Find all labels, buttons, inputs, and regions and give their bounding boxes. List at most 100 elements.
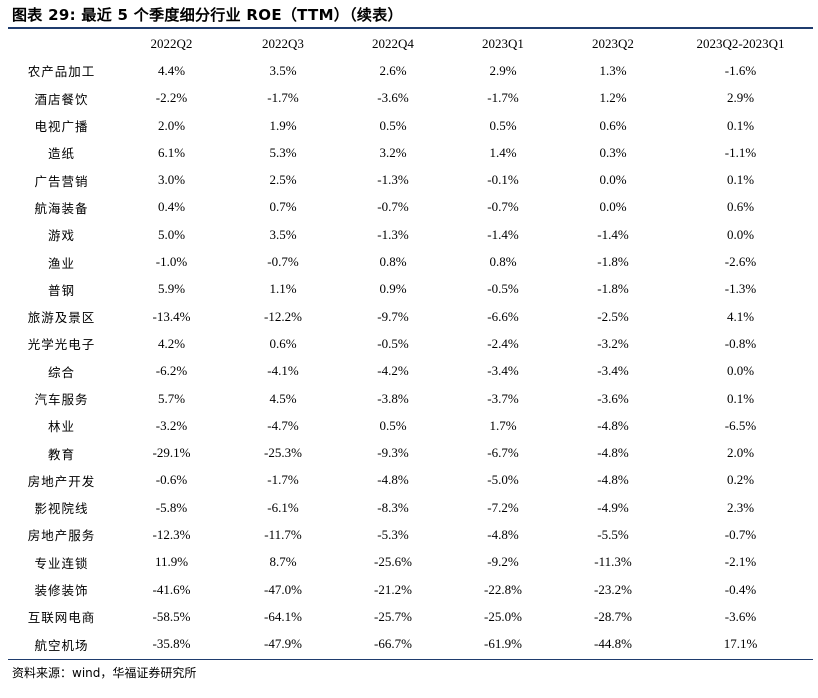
table-row: 航海装备 0.4% 0.7% -0.7% -0.7% 0.0% 0.6% xyxy=(8,194,813,221)
industry-name: 游戏 xyxy=(47,228,75,244)
industry-name: 房地产开发 xyxy=(27,473,96,489)
roe-value: -0.5% xyxy=(377,335,409,351)
roe-value: -3.2% xyxy=(155,417,188,433)
table-row: 综合 -6.2% -4.1% -4.2% -3.4% -3.4% 0.0% xyxy=(8,358,813,385)
roe-value: 8.7% xyxy=(269,554,297,570)
roe-value: 1.3% xyxy=(599,62,627,78)
roe-value: -47.0% xyxy=(264,581,302,597)
roe-value: 2.5% xyxy=(269,172,297,188)
roe-value: -6.7% xyxy=(487,445,519,461)
roe-value: 0.8% xyxy=(379,254,407,270)
roe-value: 4.1% xyxy=(726,308,755,324)
roe-value: 1.2% xyxy=(599,90,627,106)
roe-value: -64.1% xyxy=(264,608,302,624)
roe-value: -1.8% xyxy=(597,254,629,270)
roe-value: -1.4% xyxy=(487,226,519,242)
table-header-row: 2022Q2 2022Q3 2022Q4 2023Q1 2023Q2 2023Q2-202… xyxy=(8,30,813,57)
roe-value: -4.8% xyxy=(597,445,629,461)
roe-value: -1.3% xyxy=(377,172,409,188)
header-col-6: 2023Q2-2023Q1 xyxy=(696,35,785,51)
industry-name: 房地产服务 xyxy=(27,528,96,544)
roe-value: 2.6% xyxy=(379,62,407,78)
roe-value: -4.7% xyxy=(267,417,299,433)
roe-value: -1.7% xyxy=(487,90,519,106)
roe-value: -11.3% xyxy=(594,554,632,570)
roe-value: -3.6% xyxy=(597,390,629,406)
roe-value: 0.0% xyxy=(599,199,627,215)
roe-value: 0.5% xyxy=(379,417,407,433)
roe-value: 0.6% xyxy=(726,199,755,215)
roe-value: 2.3% xyxy=(726,499,755,515)
table-row: 造纸 6.1% 5.3% 3.2% 1.4% 0.3% -1.1% xyxy=(8,139,813,166)
table-row: 普钢 5.9% 1.1% 0.9% -0.5% -1.8% -1.3% xyxy=(8,276,813,303)
roe-value: -2.2% xyxy=(155,90,188,106)
roe-value: 3.5% xyxy=(269,226,297,242)
table-body: 农产品加工 4.4% 3.5% 2.6% 2.9% 1.3% -1.6% 酒店餐饮 -2.2% -… xyxy=(8,57,813,658)
table-row: 光学光电子 4.2% 0.6% -0.5% -2.4% -3.2% -0.8% xyxy=(8,330,813,357)
figure-title: 图表 29: 最近 5 个季度细分行业 ROE（TTM）（续表） xyxy=(12,6,403,24)
roe-value: -1.3% xyxy=(377,226,409,242)
industry-name: 影视院线 xyxy=(34,501,89,517)
roe-value: 2.9% xyxy=(489,62,517,78)
industry-name: 互联网电商 xyxy=(27,610,96,626)
roe-value: -4.8% xyxy=(597,417,629,433)
roe-value: -35.8% xyxy=(152,636,191,652)
roe-value: -1.0% xyxy=(155,254,188,270)
table-row: 航空机场 -35.8% -47.9% -66.7% -61.9% -44.8% 17.1% xyxy=(8,631,813,658)
roe-value: -9.2% xyxy=(487,554,519,570)
roe-value: -41.6% xyxy=(152,581,191,597)
roe-value: -0.6% xyxy=(155,472,188,488)
roe-value: 0.6% xyxy=(269,335,297,351)
industry-name: 航空机场 xyxy=(34,637,89,653)
roe-value: 0.1% xyxy=(726,390,755,406)
roe-value: 17.1% xyxy=(723,636,758,652)
roe-value: -28.7% xyxy=(594,608,632,624)
table-row: 专业连锁 11.9% 8.7% -25.6% -9.2% -11.3% -2.1% xyxy=(8,549,813,576)
roe-value: -22.8% xyxy=(484,581,522,597)
roe-value: -2.5% xyxy=(597,308,629,324)
roe-value: -23.2% xyxy=(594,581,632,597)
roe-value: -0.7% xyxy=(487,199,519,215)
table-row: 房地产开发 -0.6% -1.7% -4.8% -5.0% -4.8% 0.2% xyxy=(8,467,813,494)
roe-value: 0.0% xyxy=(599,172,627,188)
roe-value: 0.1% xyxy=(726,172,755,188)
roe-value: -61.9% xyxy=(484,636,522,652)
roe-value: 0.7% xyxy=(269,199,297,215)
header-industry xyxy=(8,30,115,57)
roe-value: -58.5% xyxy=(152,608,191,624)
roe-value: 3.5% xyxy=(269,62,297,78)
table-row: 林业 -3.2% -4.7% 0.5% 1.7% -4.8% -6.5% xyxy=(8,412,813,439)
industry-name: 广告营销 xyxy=(34,173,89,189)
header-col-1: 2022Q2 xyxy=(150,35,193,51)
roe-value: -44.8% xyxy=(594,636,632,652)
roe-value: 0.3% xyxy=(599,144,627,160)
industry-name: 酒店餐饮 xyxy=(34,91,89,107)
industry-name: 装修装饰 xyxy=(34,583,89,599)
roe-value: -12.3% xyxy=(152,526,191,542)
roe-value: 4.2% xyxy=(157,335,186,351)
industry-name: 航海装备 xyxy=(34,200,89,216)
roe-value: 0.0% xyxy=(726,363,755,379)
table-row: 房地产服务 -12.3% -11.7% -5.3% -4.8% -5.5% -0.7% xyxy=(8,521,813,548)
roe-value: -66.7% xyxy=(374,636,412,652)
roe-value: 1.1% xyxy=(269,281,297,297)
roe-value: 0.5% xyxy=(489,117,517,133)
roe-value: 5.3% xyxy=(269,144,297,160)
roe-value: -8.3% xyxy=(377,499,409,515)
roe-value: -3.8% xyxy=(377,390,409,406)
roe-value: 1.9% xyxy=(269,117,297,133)
source-note: 资料来源：wind，华福证券研究所 xyxy=(12,666,197,680)
roe-value: -3.6% xyxy=(377,90,409,106)
roe-value: -3.4% xyxy=(487,363,519,379)
roe-value: -25.6% xyxy=(374,554,412,570)
industry-name: 专业连锁 xyxy=(34,555,89,571)
roe-value: -4.1% xyxy=(267,363,299,379)
roe-value: -25.7% xyxy=(374,608,412,624)
roe-value: 3.2% xyxy=(379,144,407,160)
roe-value: -1.8% xyxy=(597,281,629,297)
roe-value: 5.7% xyxy=(157,390,186,406)
roe-value: -6.6% xyxy=(487,308,519,324)
roe-value: -1.7% xyxy=(267,472,299,488)
roe-value: -2.6% xyxy=(724,254,757,270)
roe-value: 0.5% xyxy=(379,117,407,133)
